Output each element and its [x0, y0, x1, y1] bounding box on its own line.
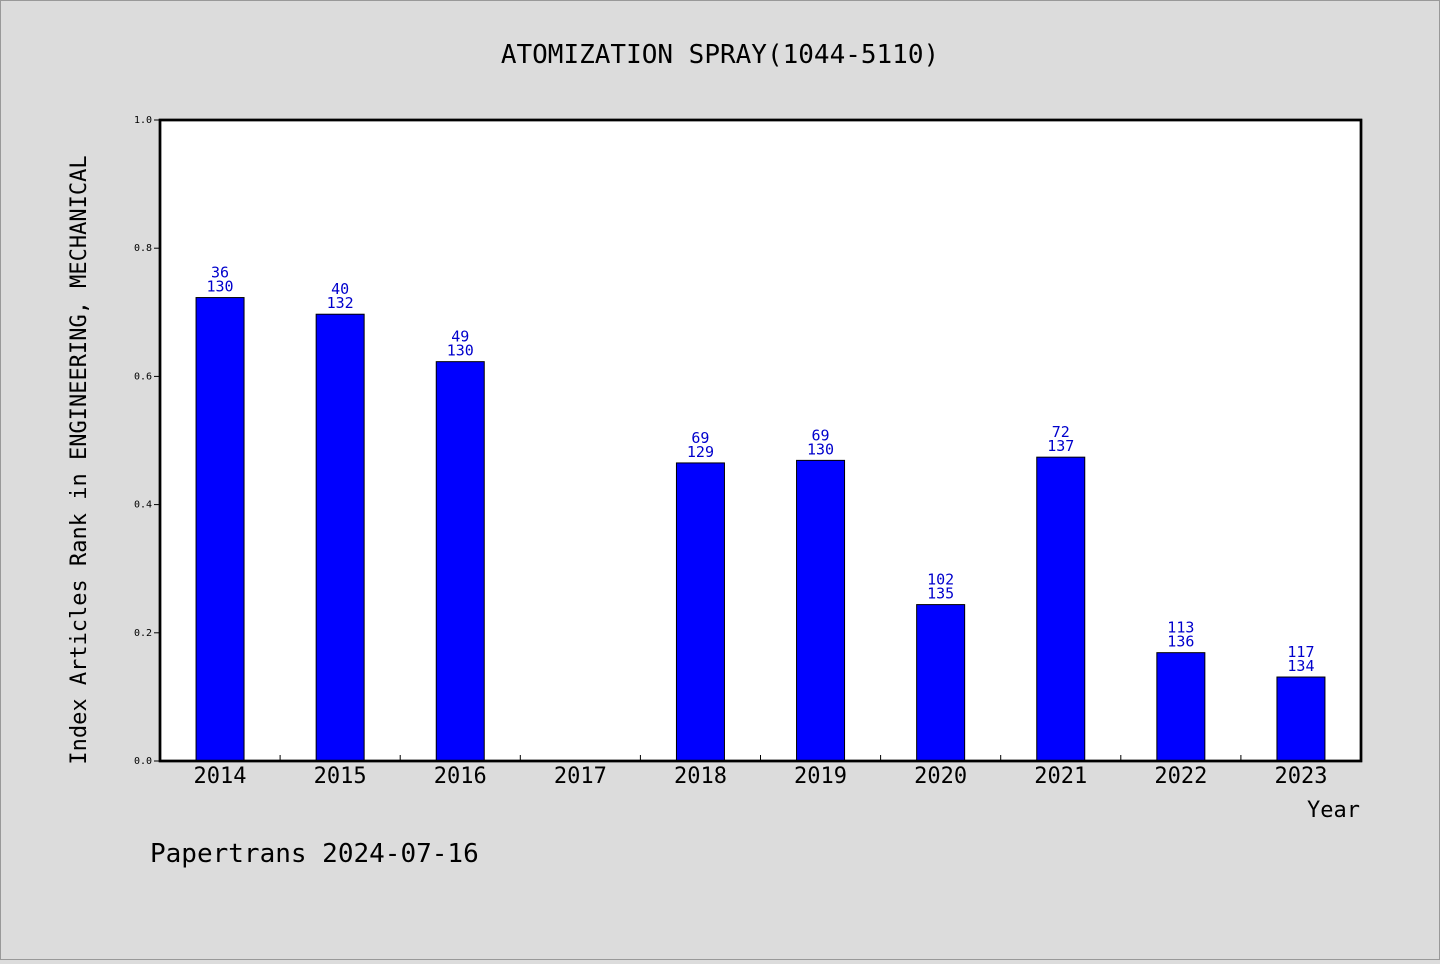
x-tick-label: 2015 [314, 764, 367, 789]
bar-2014 [195, 297, 245, 762]
total-label: 129 [687, 443, 714, 461]
rank-label: 69 [691, 429, 709, 447]
total-label: 130 [207, 278, 234, 296]
bar-2021 [1036, 456, 1086, 762]
x-axis-ticks: 2014 2015 2016 2017 2018 2019 2020 2021 2022 2023 [194, 755, 1327, 789]
x-tick-label: 2019 [794, 764, 847, 789]
x-tick-label: 2023 [1274, 764, 1327, 789]
rank-label: 113 [1167, 619, 1194, 637]
y-tick-label: 0.8 [134, 243, 152, 254]
x-tick-label: 2022 [1154, 764, 1207, 789]
bar-2019 [796, 459, 846, 762]
total-label: 137 [1047, 437, 1074, 455]
x-tick-label: 2014 [194, 764, 247, 789]
plot-border [158, 118, 1363, 763]
y-tick-label: 0.0 [134, 756, 152, 767]
bar-2016 [435, 361, 485, 762]
rank-label: 36 [211, 264, 229, 282]
total-label: 136 [1167, 633, 1194, 651]
total-label: 130 [447, 342, 474, 360]
bar-2015 [315, 313, 365, 762]
rank-label: 117 [1287, 643, 1314, 661]
bars-group [195, 297, 1326, 762]
x-tick-label: 2017 [554, 764, 607, 789]
x-tick-label: 2018 [674, 764, 727, 789]
total-label: 130 [807, 440, 834, 458]
bar-2022 [1156, 652, 1206, 762]
rank-label: 40 [331, 280, 349, 298]
total-label: 134 [1287, 657, 1314, 675]
rank-label: 69 [812, 426, 830, 444]
rank-label: 102 [927, 571, 954, 589]
footer-credit: Papertrans 2024-07-16 [150, 839, 479, 869]
y-tick-label: 0.4 [134, 500, 152, 511]
bar-2020 [916, 604, 966, 762]
y-tick-label: 0.6 [134, 371, 152, 382]
x-tick-label: 2016 [434, 764, 487, 789]
rank-label: 49 [451, 328, 469, 346]
total-label: 132 [327, 294, 354, 312]
bar-2018 [675, 462, 725, 762]
x-tick-label: 2021 [1034, 764, 1087, 789]
x-axis-label: Year [1307, 798, 1360, 823]
bar-2023 [1276, 676, 1326, 762]
total-label: 135 [927, 585, 954, 603]
y-tick-label: 0.2 [134, 628, 152, 639]
chart-title: ATOMIZATION SPRAY(1044-5110) [501, 40, 939, 70]
rank-label: 72 [1052, 423, 1070, 441]
x-tick-label: 2020 [914, 764, 967, 789]
y-axis-label: Index Articles Rank in ENGINEERING, MECH… [67, 155, 92, 764]
y-tick-label: 1.0 [134, 115, 152, 126]
